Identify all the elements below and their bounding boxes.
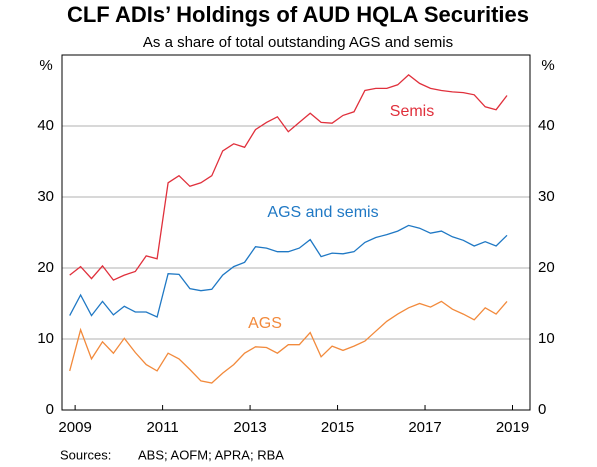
y-tick-label: 30 [37,188,54,205]
x-tick-label: 2019 [496,419,529,436]
x-tick-label: 2011 [146,419,178,436]
chart-title: CLF ADIs’ Holdings of AUD HQLA Securitie… [67,2,529,27]
y2-tick-label: 30 [538,188,555,205]
x-tick-label: 2013 [233,419,266,436]
series-label: AGS and semis [267,204,378,221]
y2-tick-label: 20 [538,259,555,276]
x-tick-label: 2017 [408,419,441,436]
plot-frame [61,54,531,411]
y2-tick-label: 40 [538,117,555,134]
y-tick-label: 10 [37,330,54,347]
chart-subtitle: As a share of total outstanding AGS and … [143,34,453,51]
source-label: Sources: [60,447,111,462]
y2-tick-label: 10 [538,330,555,347]
sources: ABS; AOFM; APRA; RBA [138,447,284,462]
series-label: AGS [248,315,282,332]
x-tick-label: 2015 [321,419,354,436]
y-tick-label: 0 [46,401,54,418]
y-tick-label: 40 [37,117,54,134]
y-axis-unit: % [39,57,52,74]
series-line [69,224,508,318]
y2-tick-label: 0 [538,401,546,418]
series-line [69,300,508,384]
y-tick-label: 20 [37,259,54,276]
series-label: Semis [390,103,434,120]
series-line [69,74,508,281]
x-tick-label: 2009 [58,419,91,436]
y2-axis-unit: % [541,57,554,74]
